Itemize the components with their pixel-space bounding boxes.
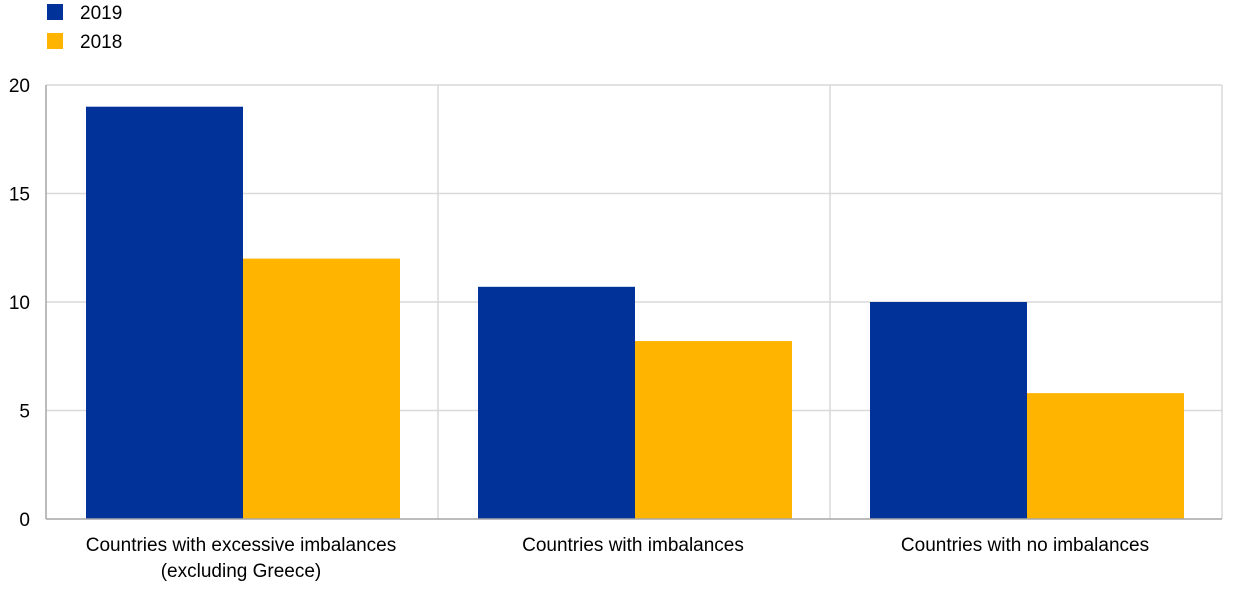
bar-2019-2 [870, 302, 1027, 519]
bar-2018-2 [1027, 393, 1184, 519]
legend-label-2019: 2019 [80, 3, 122, 24]
y-tick-label-10: 10 [9, 293, 30, 314]
bar-2019-1 [478, 286, 635, 519]
category-label-2-line-0: Countries with no imbalances [901, 535, 1149, 556]
category-label-0-line-1: (excluding Greece) [161, 561, 322, 582]
x-axis-labels: Countries with excessive imbalances (excl… [86, 535, 1149, 582]
y-axis-ticks: 0 5 10 15 20 [9, 76, 30, 531]
bar-2019-0 [86, 106, 243, 519]
legend: 2019 2018 [47, 3, 122, 53]
category-label-1-line-0: Countries with imbalances [522, 535, 744, 556]
y-tick-label-20: 20 [9, 76, 30, 97]
legend-label-2018: 2018 [80, 32, 122, 53]
legend-swatch-2019 [47, 4, 63, 20]
bars [86, 106, 1184, 519]
category-label-0-line-0: Countries with excessive imbalances [86, 535, 396, 556]
bar-2018-1 [635, 341, 792, 519]
bar-2018-0 [243, 258, 400, 519]
legend-swatch-2018 [47, 33, 63, 49]
y-tick-label-0: 0 [19, 510, 30, 531]
y-tick-label-15: 15 [9, 185, 30, 206]
y-tick-label-5: 5 [19, 402, 30, 423]
axes [45, 85, 1222, 520]
